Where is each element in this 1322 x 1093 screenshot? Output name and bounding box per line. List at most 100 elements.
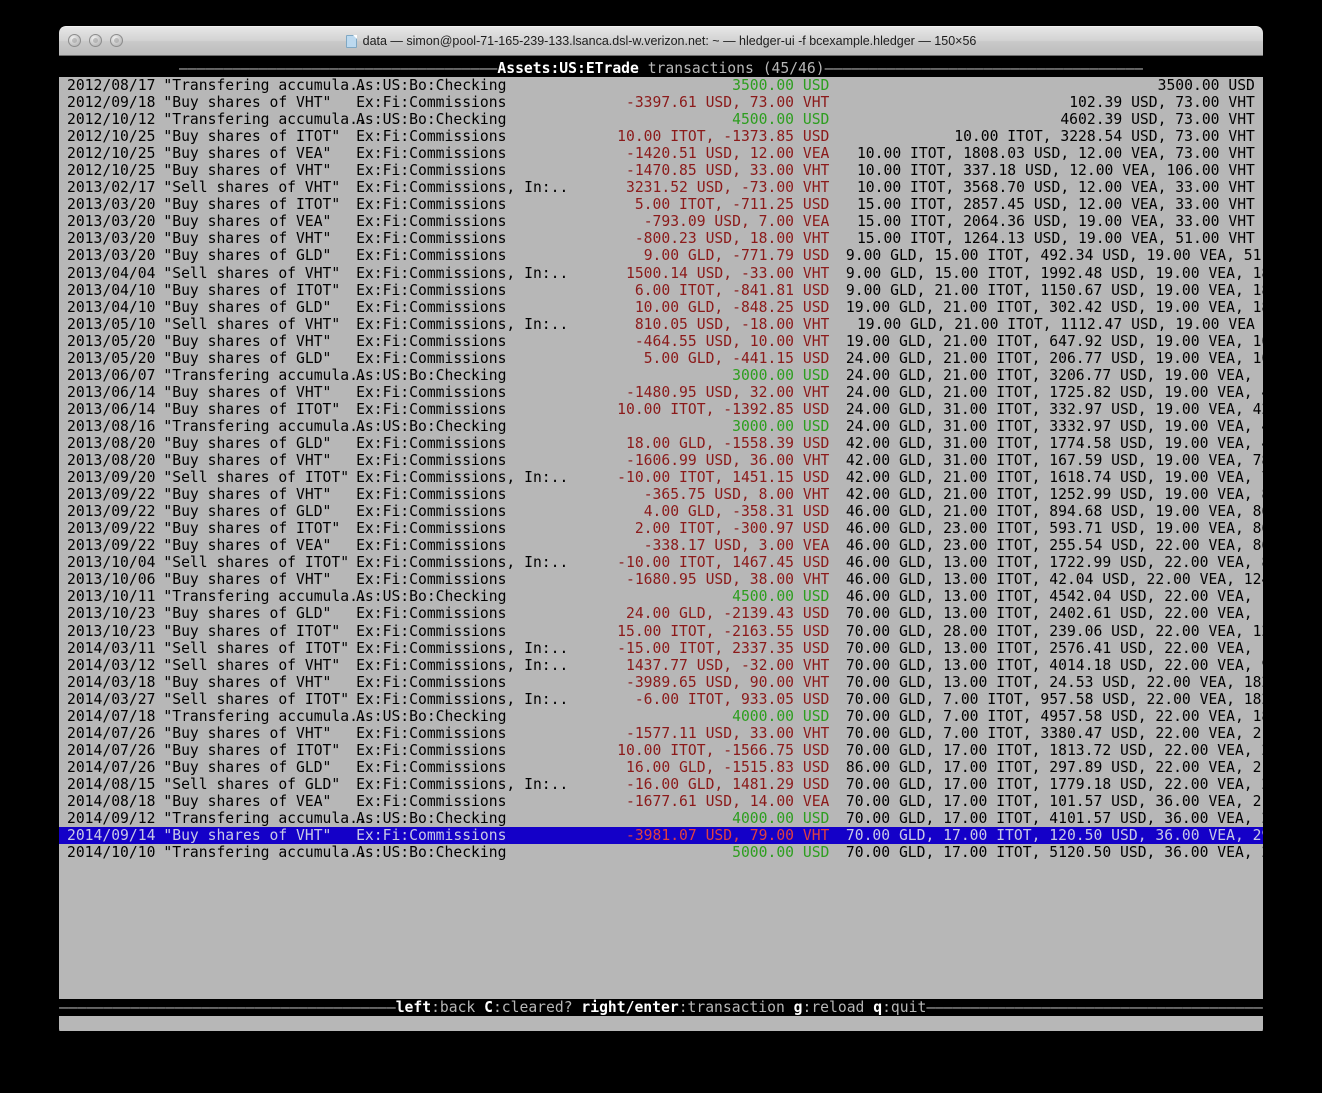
cell-date: 2014/03/27	[67, 690, 156, 708]
table-row[interactable]: 2012/10/25 "Buy shares of ITOT" Ex:Fi:Comm…	[59, 128, 1263, 145]
table-row[interactable]: 2013/03/20 "Buy shares of VEA" Ex:Fi:Commi…	[59, 213, 1263, 230]
close-button[interactable]	[68, 34, 81, 47]
table-row[interactable]: 2013/08/16 "Transfering accumula.. As:US:B…	[59, 418, 1263, 435]
window-titlebar[interactable]: data — simon@pool-71-165-239-133.lsanca.…	[59, 26, 1263, 56]
table-row[interactable]: 2014/03/11 "Sell shares of ITOT" Ex:Fi:Com…	[59, 640, 1263, 657]
header-account: Assets:US:ETrade	[497, 60, 639, 77]
table-row[interactable]: 2013/05/10 "Sell shares of VHT" Ex:Fi:Comm…	[59, 316, 1263, 333]
header-counter: (45/46)	[762, 60, 825, 77]
footer-action-reload[interactable]: :reload	[802, 998, 874, 1016]
table-row[interactable]: 2012/09/18 "Buy shares of VHT" Ex:Fi:Commi…	[59, 94, 1263, 111]
footer-action-transaction[interactable]: :transaction	[678, 998, 794, 1016]
table-row[interactable]: 2013/08/20 "Buy shares of GLD" Ex:Fi:Commi…	[59, 435, 1263, 452]
table-row[interactable]: 2013/03/20 "Buy shares of GLD" Ex:Fi:Commi…	[59, 247, 1263, 264]
table-row[interactable]: 2014/07/26 "Buy shares of GLD" Ex:Fi:Commi…	[59, 759, 1263, 776]
window-controls[interactable]	[68, 34, 123, 47]
table-row[interactable]: 2012/08/17 "Transfering accumula.. As:US:B…	[59, 77, 1263, 94]
table-row[interactable]: 2014/07/26 "Buy shares of VHT" Ex:Fi:Commi…	[59, 725, 1263, 742]
cell-account: Ex:Fi:Commissions	[356, 792, 507, 810]
table-row[interactable]: 2013/09/22 "Buy shares of ITOT" Ex:Fi:Comm…	[59, 520, 1263, 537]
table-row[interactable]: 2013/06/14 "Buy shares of VHT" Ex:Fi:Commi…	[59, 384, 1263, 401]
transactions-list[interactable]: 2012/08/17 "Transfering accumula.. As:US:B…	[59, 77, 1263, 861]
footer-key-right-enter[interactable]: right/enter	[581, 998, 679, 1016]
cell-account: Ex:Fi:Commissions, In:..	[356, 264, 569, 282]
table-row[interactable]: 2013/03/20 "Buy shares of ITOT" Ex:Fi:Comm…	[59, 196, 1263, 213]
table-row[interactable]: 2014/07/18 "Transfering accumula.. As:US:B…	[59, 708, 1263, 725]
cell-balance: 19.00 GLD, 21.00 ITOT, 302.42 USD, 19.00…	[845, 298, 1263, 316]
cell-date: 2013/09/22	[67, 520, 156, 538]
table-row[interactable]: 2013/10/04 "Sell shares of ITOT" Ex:Fi:Com…	[59, 554, 1263, 571]
cell-amount: 24.00 GLD, -2139.43 USD	[626, 605, 830, 623]
table-row[interactable]: 2013/04/04 "Sell shares of VHT" Ex:Fi:Comm…	[59, 265, 1263, 282]
footer-key-c[interactable]: C	[484, 998, 493, 1016]
cell-date: 2013/09/22	[67, 486, 156, 504]
cell-account: Ex:Fi:Commissions	[356, 673, 507, 691]
cell-account: Ex:Fi:Commissions, In:..	[356, 179, 569, 197]
table-row[interactable]: 2013/10/11 "Transfering accumula.. As:US:B…	[59, 588, 1263, 605]
table-row[interactable]: 2013/10/23 "Buy shares of ITOT" Ex:Fi:Comm…	[59, 623, 1263, 640]
table-row[interactable]: 2013/09/22 "Buy shares of VHT" Ex:Fi:Commi…	[59, 486, 1263, 503]
cell-account: Ex:Fi:Commissions	[356, 162, 507, 180]
table-row[interactable]: 2014/09/14 "Buy shares of VHT" Ex:Fi:Commi…	[59, 827, 1263, 845]
cell-amount: 3231.52 USD, -73.00 VHT	[626, 179, 830, 197]
table-row[interactable]: 2013/05/20 "Buy shares of VHT" Ex:Fi:Commi…	[59, 333, 1263, 350]
cell-description: "Transfering accumula..	[163, 588, 367, 606]
cell-account: As:US:Bo:Checking	[356, 707, 507, 725]
cell-description: "Buy shares of ITOT"	[163, 520, 341, 538]
screen-header: ———————————————————————————————————— Asse…	[59, 60, 1263, 78]
footer-action-cleared[interactable]: :cleared?	[492, 998, 582, 1016]
cell-account: Ex:Fi:Commissions	[356, 605, 507, 623]
table-row[interactable]: 2013/03/20 "Buy shares of VHT" Ex:Fi:Commi…	[59, 230, 1263, 247]
table-row[interactable]: 2013/10/23 "Buy shares of GLD" Ex:Fi:Commi…	[59, 605, 1263, 622]
footer-key-left[interactable]: left	[395, 998, 432, 1016]
table-row[interactable]: 2013/04/10 "Buy shares of GLD" Ex:Fi:Commi…	[59, 299, 1263, 316]
table-row[interactable]: 2013/09/22 "Buy shares of GLD" Ex:Fi:Commi…	[59, 503, 1263, 520]
cell-date: 2012/08/17	[67, 77, 156, 94]
table-row[interactable]: 2014/08/15 "Sell shares of GLD" Ex:Fi:Comm…	[59, 776, 1263, 793]
cell-account: Ex:Fi:Commissions	[356, 486, 507, 504]
cell-amount: 4500.00 USD	[732, 588, 830, 606]
cell-description: "Buy shares of GLD"	[163, 758, 332, 776]
cell-description: "Buy shares of ITOT"	[163, 128, 341, 146]
table-row[interactable]: 2014/03/12 "Sell shares of VHT" Ex:Fi:Comm…	[59, 657, 1263, 674]
zoom-button[interactable]	[110, 34, 123, 47]
cell-description: "Buy shares of GLD"	[163, 349, 332, 367]
cell-date: 2013/04/04	[67, 264, 156, 282]
cell-date: 2013/08/20	[67, 452, 156, 470]
table-row[interactable]: 2014/08/18 "Buy shares of VEA" Ex:Fi:Commi…	[59, 793, 1263, 810]
table-row[interactable]: 2013/04/10 "Buy shares of ITOT" Ex:Fi:Comm…	[59, 282, 1263, 299]
table-row[interactable]: 2013/09/20 "Sell shares of ITOT" Ex:Fi:Com…	[59, 469, 1263, 486]
window-title-text: data — simon@pool-71-165-239-133.lsanca.…	[362, 34, 977, 48]
footer-action-quit[interactable]: :quit	[882, 998, 927, 1016]
cell-balance: 70.00 GLD, 7.00 ITOT, 957.58 USD, 22.00 …	[845, 690, 1263, 708]
table-row[interactable]: 2013/05/20 "Buy shares of GLD" Ex:Fi:Commi…	[59, 350, 1263, 367]
table-row[interactable]: 2013/10/06 "Buy shares of VHT" Ex:Fi:Commi…	[59, 571, 1263, 588]
footer-key-q[interactable]: q	[873, 998, 883, 1016]
table-row[interactable]: 2013/02/17 "Sell shares of VHT" Ex:Fi:Comm…	[59, 179, 1263, 196]
table-row[interactable]: 2014/09/12 "Transfering accumula.. As:US:B…	[59, 810, 1263, 827]
cell-date: 2014/03/11	[67, 639, 156, 657]
table-row[interactable]: 2013/06/07 "Transfering accumula.. As:US:B…	[59, 367, 1263, 384]
cell-date: 2014/03/12	[67, 656, 156, 674]
cell-description: "Buy shares of GLD"	[163, 247, 332, 265]
minimize-button[interactable]	[89, 34, 102, 47]
terminal-window: data — simon@pool-71-165-239-133.lsanca.…	[59, 26, 1263, 1034]
cell-balance: 70.00 GLD, 7.00 ITOT, 3380.47 USD, 22.00…	[845, 724, 1263, 742]
table-row[interactable]: 2013/06/14 "Buy shares of ITOT" Ex:Fi:Comm…	[59, 401, 1263, 418]
table-row[interactable]: 2012/10/25 "Buy shares of VEA" Ex:Fi:Commi…	[59, 145, 1263, 162]
table-row[interactable]: 2014/03/18 "Buy shares of VHT" Ex:Fi:Commi…	[59, 674, 1263, 691]
cell-amount: -1480.95 USD, 32.00 VHT	[626, 383, 830, 401]
table-row[interactable]: 2014/07/26 "Buy shares of ITOT" Ex:Fi:Comm…	[59, 742, 1263, 759]
table-row[interactable]: 2014/10/10 "Transfering accumula.. As:US:B…	[59, 844, 1263, 861]
footer-key-g[interactable]: g	[793, 998, 803, 1016]
footer-action-back[interactable]: :back	[431, 998, 485, 1016]
table-row[interactable]: 2012/10/25 "Buy shares of VHT" Ex:Fi:Commi…	[59, 162, 1263, 179]
table-row[interactable]: 2013/09/22 "Buy shares of VEA" Ex:Fi:Commi…	[59, 537, 1263, 554]
table-row[interactable]: 2014/03/27 "Sell shares of ITOT" Ex:Fi:Com…	[59, 691, 1263, 708]
table-row[interactable]: 2013/08/20 "Buy shares of VHT" Ex:Fi:Commi…	[59, 452, 1263, 469]
cell-date: 2013/10/04	[67, 554, 156, 572]
cell-balance: 70.00 GLD, 7.00 ITOT, 4957.58 USD, 22.00…	[845, 707, 1263, 725]
table-row[interactable]: 2012/10/12 "Transfering accumula.. As:US:B…	[59, 111, 1263, 128]
cell-date: 2013/05/10	[67, 315, 156, 333]
cell-account: Ex:Fi:Commissions	[356, 349, 507, 367]
